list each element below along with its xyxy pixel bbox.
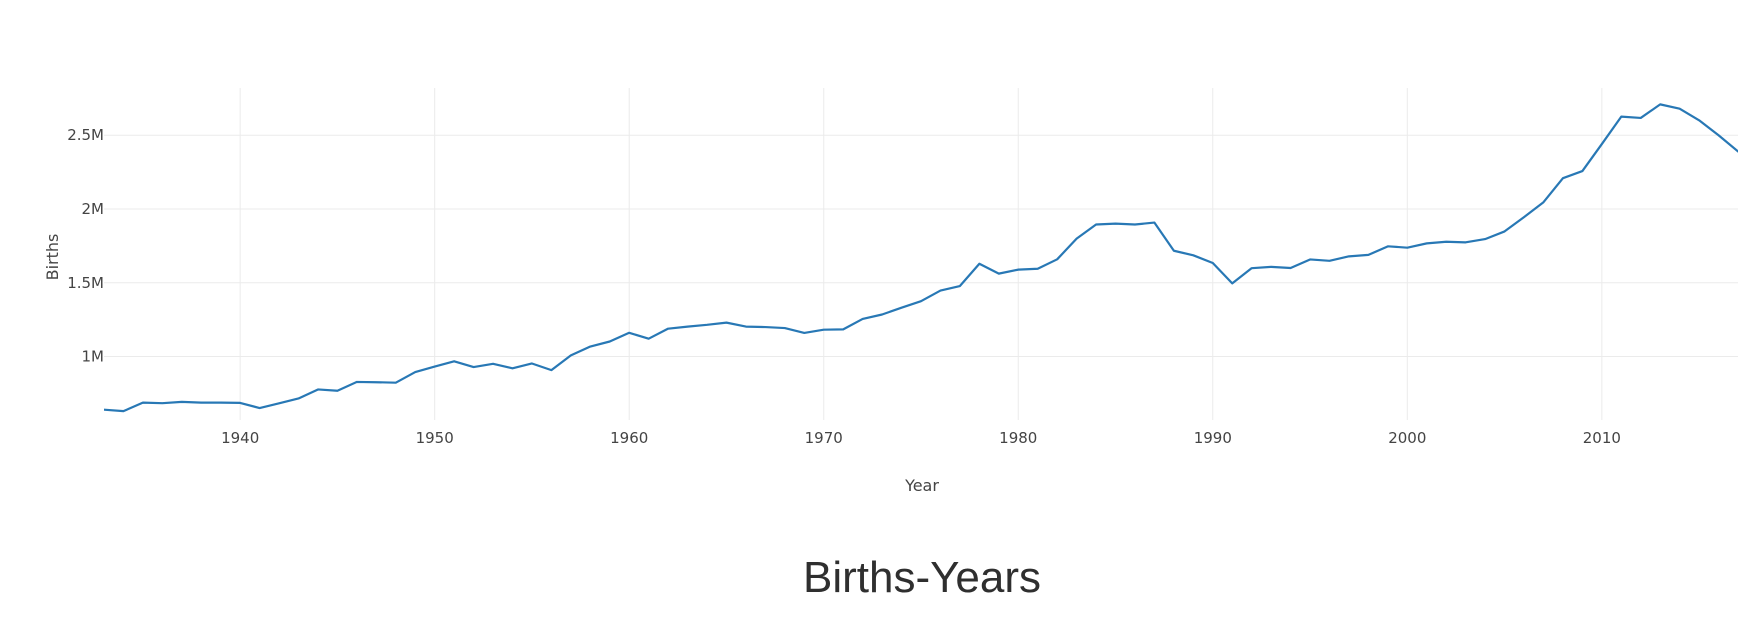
x-tick-label-1970: 1970 <box>805 429 843 447</box>
y-tick-label-1.5M: 1.5M <box>67 274 104 292</box>
series-layer <box>104 103 1738 413</box>
x-axis-title: Year <box>904 476 939 495</box>
x-tick-label-1960: 1960 <box>610 429 648 447</box>
x-tick-label-2000: 2000 <box>1388 429 1426 447</box>
x-tick-label-1950: 1950 <box>416 429 454 447</box>
y-tick-label-2.5M: 2.5M <box>67 126 104 144</box>
grid-lines <box>104 88 1738 420</box>
chart-title: Births-Years <box>803 553 1041 602</box>
y-axis-tick-labels: 1M 1.5M 2M 2.5M <box>67 126 104 365</box>
x-tick-label-1990: 1990 <box>1194 429 1232 447</box>
y-tick-label-1M: 1M <box>82 348 105 366</box>
x-tick-label-1980: 1980 <box>999 429 1037 447</box>
x-axis-tick-labels: 1940 1950 1960 1970 1980 1990 2000 2010 <box>221 429 1621 447</box>
y-axis-title: Births <box>43 234 62 281</box>
x-tick-label-1940: 1940 <box>221 429 259 447</box>
births-series-line <box>104 103 1738 413</box>
x-tick-label-2010: 2010 <box>1583 429 1621 447</box>
y-tick-label-2M: 2M <box>82 200 105 218</box>
